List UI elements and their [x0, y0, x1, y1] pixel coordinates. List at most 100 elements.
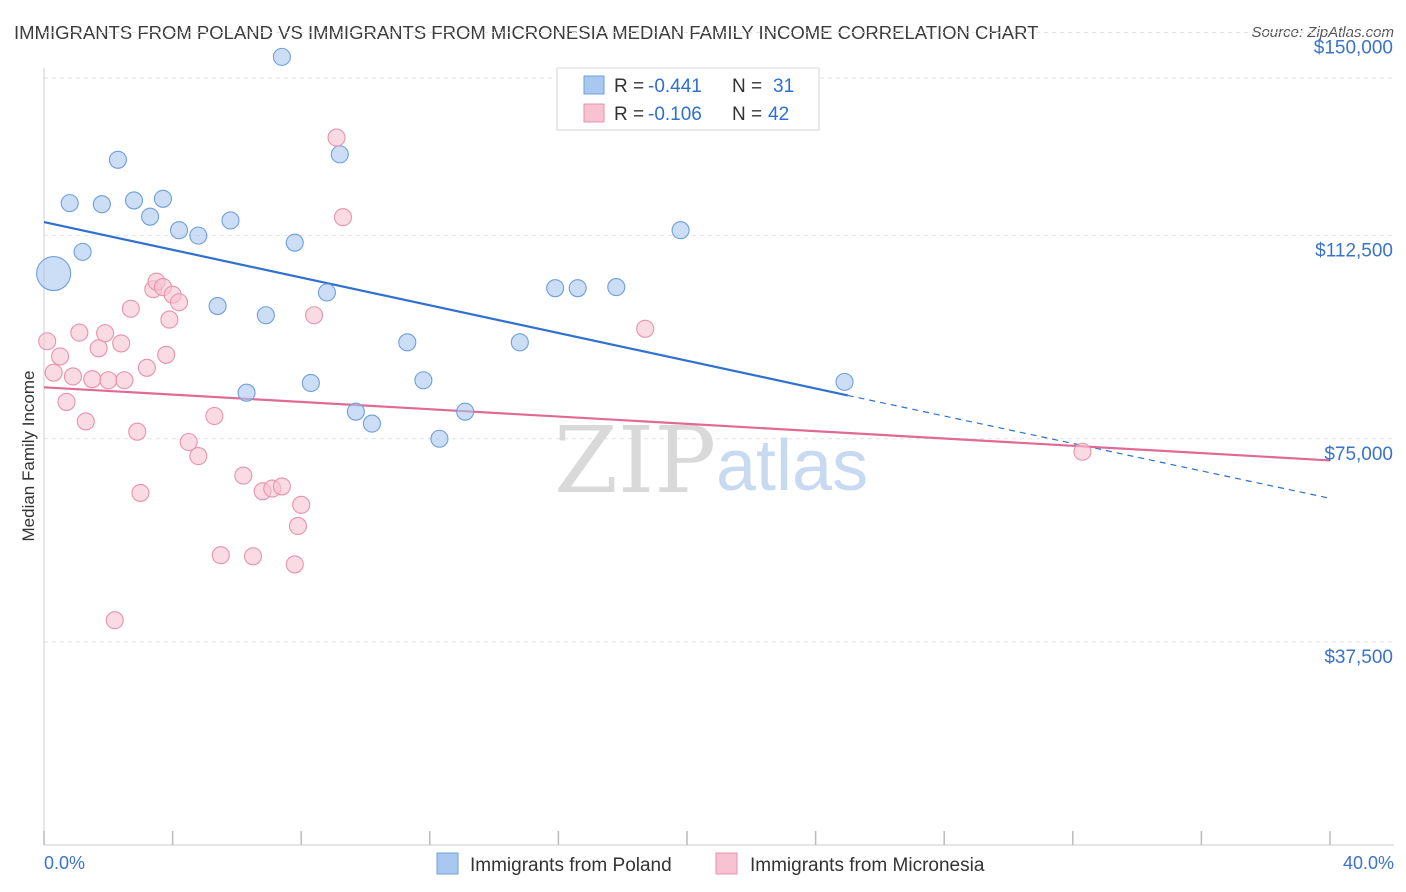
data-point-micronesia — [63, 367, 82, 386]
y-axis-label: Median Family Income — [19, 370, 38, 541]
data-point-micronesia — [243, 547, 263, 566]
data-point-micronesia — [333, 208, 353, 227]
legend-n-value-poland: 31 — [773, 76, 794, 97]
legend-n-label-poland: N = — [732, 76, 762, 97]
data-point-micronesia — [57, 392, 76, 411]
trendline-0 — [43, 221, 848, 397]
watermark: ZIP atlas — [554, 407, 868, 514]
series-legend-label-poland: Immigrants from Poland — [470, 855, 672, 876]
data-point-micronesia — [128, 422, 147, 441]
data-point-poland — [330, 145, 349, 164]
y-tick-label: $37,500 — [1324, 647, 1393, 668]
data-point-micronesia — [288, 516, 308, 536]
data-point-poland — [208, 296, 227, 316]
legend-r-value-poland: -0.441 — [648, 76, 702, 97]
data-point-micronesia — [115, 371, 134, 390]
data-point-poland — [141, 207, 160, 226]
data-point-micronesia — [137, 358, 156, 377]
stats-legend: R = -0.441 N = 31 R = -0.106 N = 42 — [556, 67, 820, 131]
data-point-poland — [153, 189, 173, 208]
data-point-micronesia — [76, 412, 95, 431]
series-legend-swatch-poland — [436, 852, 459, 875]
data-point-micronesia — [305, 306, 324, 325]
data-point-poland — [237, 383, 256, 402]
data-point-poland — [362, 414, 381, 433]
data-point-micronesia — [38, 332, 57, 351]
data-point-micronesia — [285, 555, 304, 574]
trendline-1 — [43, 386, 1331, 462]
series-legend: Immigrants from Poland Immigrants from M… — [436, 852, 985, 876]
data-point-micronesia — [1073, 442, 1092, 461]
data-point-poland — [317, 283, 336, 302]
data-point-micronesia — [157, 345, 176, 364]
points — [36, 47, 1092, 630]
series-legend-swatch-micronesia — [715, 852, 738, 875]
data-point-micronesia — [636, 319, 655, 338]
y-tick-labels: $37,500 $75,000 $112,500 $150,000 — [1314, 38, 1393, 668]
data-point-micronesia — [292, 495, 311, 514]
data-point-micronesia — [51, 347, 70, 366]
data-point-micronesia — [272, 477, 291, 496]
y-tick-label: $150,000 — [1314, 38, 1393, 59]
data-point-micronesia — [131, 483, 150, 502]
data-point-poland — [568, 279, 587, 298]
data-point-poland — [835, 372, 854, 391]
legend-swatch-micronesia — [583, 103, 605, 123]
x-tick-label-max: 40.0% — [1343, 853, 1394, 873]
data-point-poland — [36, 255, 72, 292]
y-tick-label: $75,000 — [1324, 444, 1393, 465]
data-point-micronesia — [96, 324, 115, 343]
data-point-poland — [456, 402, 475, 421]
x-tick-label-min: 0.0% — [44, 853, 85, 873]
data-point-poland — [546, 279, 565, 298]
data-point-micronesia — [105, 611, 124, 630]
chart-source: Source: ZipAtlas.com — [1251, 24, 1394, 41]
data-point-micronesia — [205, 406, 224, 426]
data-point-micronesia — [83, 370, 102, 389]
data-point-poland — [607, 278, 626, 297]
series-legend-label-micronesia: Immigrants from Micronesia — [750, 855, 985, 876]
data-point-micronesia — [99, 371, 118, 390]
data-point-poland — [301, 373, 320, 393]
data-point-micronesia — [211, 546, 230, 565]
y-tick-label: $112,500 — [1315, 241, 1393, 262]
data-point-micronesia — [327, 128, 346, 147]
data-point-micronesia — [44, 363, 63, 382]
data-point-poland — [124, 191, 144, 210]
data-point-micronesia — [169, 293, 189, 312]
data-point-micronesia — [179, 432, 198, 452]
data-point-micronesia — [70, 323, 89, 342]
data-point-poland — [108, 150, 127, 169]
data-point-poland — [510, 333, 529, 352]
legend-r-value-micronesia: -0.106 — [648, 104, 702, 125]
data-point-micronesia — [112, 334, 131, 353]
watermark-atlas: atlas — [716, 426, 868, 506]
data-point-poland — [272, 47, 291, 66]
data-point-poland — [346, 402, 365, 421]
legend-r-label-micronesia: R = — [614, 104, 644, 125]
data-point-poland — [398, 333, 417, 352]
data-point-micronesia — [189, 447, 208, 466]
legend-r-label-poland: R = — [614, 76, 644, 97]
axes — [43, 68, 1394, 846]
data-point-poland — [221, 211, 240, 230]
data-point-micronesia — [160, 310, 179, 329]
legend-n-label-micronesia: N = — [732, 104, 762, 125]
data-point-poland — [189, 226, 208, 245]
data-point-micronesia — [234, 466, 253, 485]
data-point-poland — [285, 233, 304, 252]
data-point-poland — [73, 242, 92, 261]
data-point-poland — [60, 194, 79, 213]
data-point-poland — [169, 221, 189, 240]
data-point-poland — [430, 429, 449, 448]
data-point-poland — [256, 306, 275, 325]
legend-swatch-poland — [583, 75, 605, 95]
data-point-poland — [414, 371, 433, 390]
data-point-micronesia — [89, 339, 108, 358]
data-point-poland — [671, 221, 690, 240]
data-point-micronesia — [121, 299, 140, 318]
x-ticks — [43, 831, 1331, 845]
data-point-poland — [92, 195, 111, 214]
legend-n-value-micronesia: 42 — [768, 104, 789, 125]
